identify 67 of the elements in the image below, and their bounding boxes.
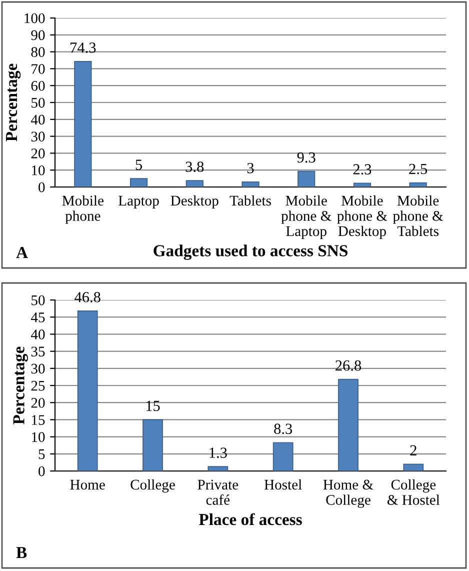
data-label: 46.8: [74, 292, 100, 302]
y-tick-label: 25: [31, 380, 45, 391]
y-tick-label: 45: [30, 312, 45, 322]
x-tick-label: Mobile phone: [62, 195, 104, 224]
y-tick-label: 40: [30, 114, 45, 125]
bar: [142, 419, 163, 471]
bar: [272, 442, 294, 471]
y-axis-title: Percentage: [6, 64, 21, 142]
data-label: 8.3: [274, 424, 292, 434]
bar: [409, 182, 427, 187]
data-label: 3: [247, 163, 254, 174]
data-label: 2.5: [409, 164, 428, 174]
data-label: 1.3: [210, 448, 227, 458]
data-label: 15: [146, 400, 160, 412]
y-tick-label: 35: [31, 346, 45, 357]
data-label: 26.8: [336, 360, 362, 371]
y-tick-label: 10: [32, 165, 45, 176]
x-tick-label: Home & College: [323, 480, 374, 508]
y-tick-label: 30: [31, 364, 45, 374]
x-tick-label: Mobile phone & Desktop: [337, 195, 388, 240]
y-tick-label: 50: [32, 98, 45, 108]
text: A: [16, 247, 28, 258]
x-tick-label: Private café: [198, 480, 238, 505]
bar: [208, 466, 228, 471]
bar: [242, 182, 260, 187]
x-tick-label: Hostel: [264, 479, 302, 490]
y-tick-label: 20: [31, 398, 45, 408]
x-tick-label: Desktop: [170, 195, 218, 209]
x-tick-label: Laptop: [118, 196, 159, 209]
data-label: 5: [136, 160, 142, 170]
y-tick-label: 0: [38, 466, 45, 476]
y-tick-label: 40: [30, 330, 45, 340]
bar: [74, 61, 92, 187]
y-tick-label: 70: [32, 64, 45, 74]
x-tick-label: College & Hostel: [387, 479, 440, 505]
bar: [77, 310, 98, 471]
y-tick-label: 100: [24, 13, 45, 24]
bar: [186, 180, 204, 187]
y-tick-label: 80: [31, 47, 45, 58]
x-tick-label: Home: [70, 480, 105, 490]
y-axis-title: Percentage: [13, 346, 28, 424]
y-tick-label: 15: [32, 415, 45, 425]
y-tick-label: 0: [38, 182, 45, 192]
x-tick-label: Tablets: [230, 195, 271, 206]
y-tick-label: 20: [31, 148, 45, 158]
data-label: 2.3: [353, 164, 372, 175]
data-label: 74.3: [70, 42, 96, 53]
x-axis-title: Gadgets used to access SNS: [154, 244, 348, 260]
data-label: 9.3: [297, 152, 316, 163]
x-tick-label: Mobile phone & Tablets: [392, 195, 444, 236]
y-tick-label: 60: [31, 80, 45, 91]
y-tick-label: 30: [31, 132, 45, 142]
y-tick-label: 10: [32, 432, 45, 442]
y-tick-label: 5: [38, 449, 45, 460]
x-tick-label: Mobile phone & Laptop: [281, 195, 332, 240]
bar: [353, 182, 372, 187]
text: B: [16, 547, 27, 558]
data-label: 2: [410, 445, 416, 456]
data-label: 3.8: [186, 162, 204, 172]
x-axis-title: Place of access: [198, 513, 302, 526]
y-tick-label: 90: [31, 30, 45, 40]
bar: [403, 464, 424, 471]
y-tick-label: 50: [32, 295, 45, 306]
bar: [298, 170, 316, 187]
x-tick-label: College: [130, 479, 175, 493]
bar: [130, 178, 148, 187]
bar: [338, 378, 358, 471]
